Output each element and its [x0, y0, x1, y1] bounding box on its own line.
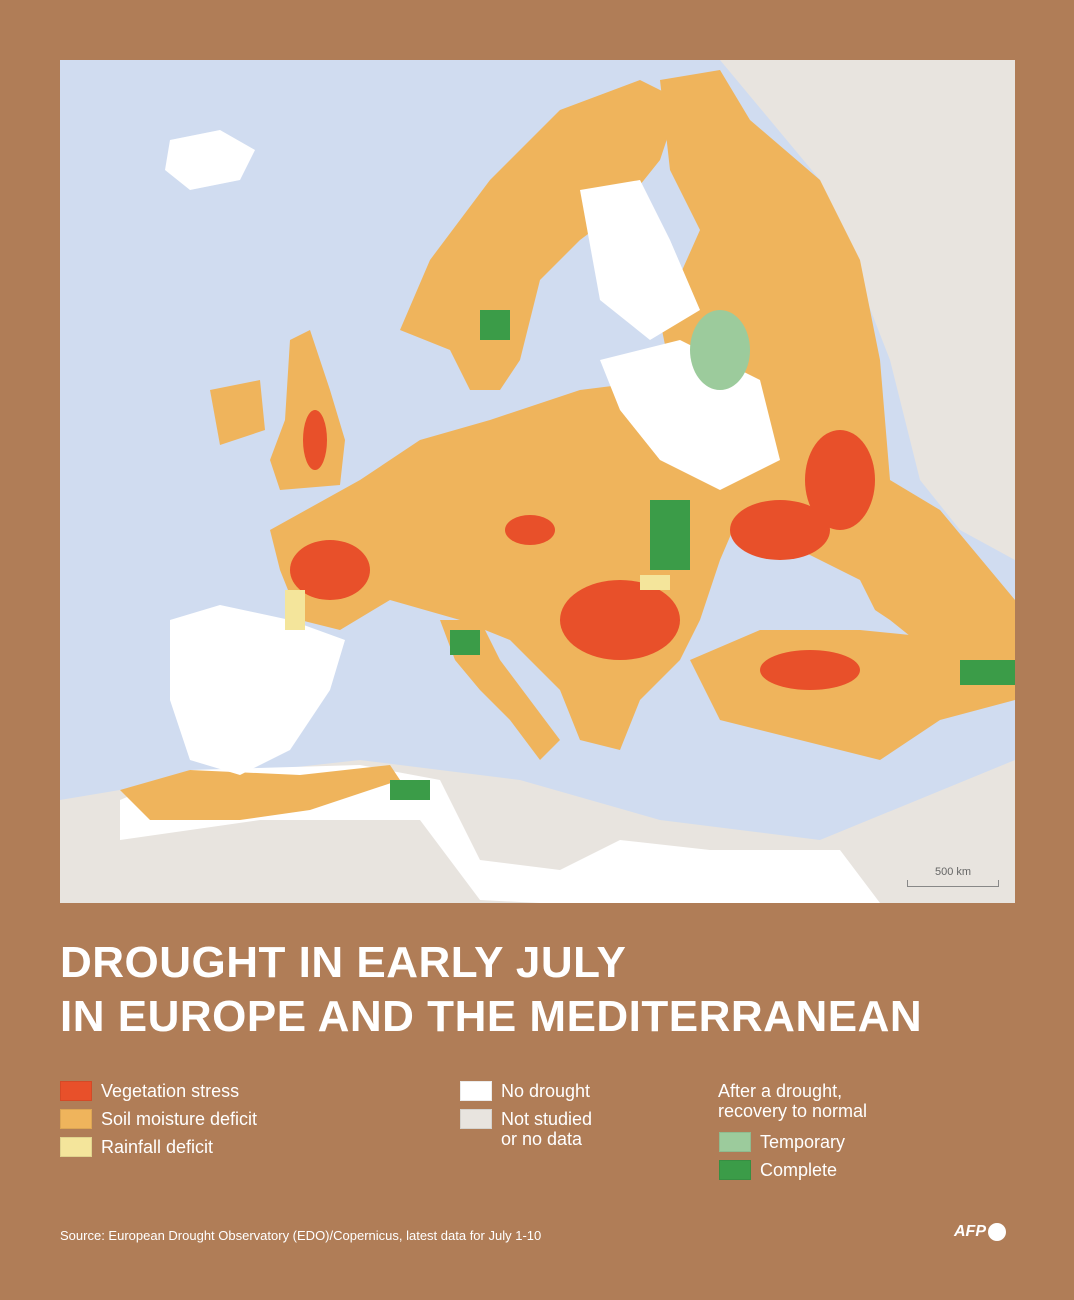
logo-text: AFP [954, 1223, 986, 1240]
east-europe [660, 70, 1015, 680]
iberia [170, 605, 345, 775]
rainfall-deficit-areas [285, 575, 670, 630]
title-line-1: DROUGHT IN EARLY JULY [60, 938, 627, 987]
legend-soil-moisture: Soil moisture deficit [60, 1109, 257, 1129]
title-line-2: IN EUROPE AND THE MEDITERRANEAN [60, 992, 923, 1041]
scale-label: 500 km [934, 866, 972, 878]
legend-label: Complete [760, 1160, 838, 1180]
heading-line: recovery to normal [718, 1101, 868, 1121]
legend-label: Not studied or no data [501, 1109, 592, 1149]
swatch [719, 1160, 751, 1180]
russia-east-land [720, 60, 1015, 560]
swatch [460, 1109, 492, 1129]
logo-dot-icon [988, 1223, 1006, 1241]
vegetation-stress-areas [290, 410, 875, 690]
page-title: DROUGHT IN EARLY JULY IN EUROPE AND THE … [60, 936, 922, 1044]
swatch [60, 1109, 92, 1129]
legend-complete: Complete [719, 1160, 837, 1180]
source-note: Source: European Drought Observatory (ED… [60, 1228, 542, 1243]
legend-vegetation-stress: Vegetation stress [60, 1081, 239, 1101]
map-graphic [60, 60, 1015, 903]
swatch [719, 1132, 751, 1152]
swatch [460, 1081, 492, 1101]
turkey [690, 630, 1015, 760]
north-africa-orange [120, 765, 400, 820]
ireland [210, 380, 265, 445]
legend-label: Vegetation stress [101, 1081, 240, 1101]
legend-label: Soil moisture deficit [101, 1109, 258, 1129]
swatch [60, 1137, 92, 1157]
finland [580, 180, 700, 340]
recovery-heading: After a drought, recovery to normal [718, 1081, 867, 1121]
legend-label-line: or no data [501, 1129, 583, 1149]
legend-label: Temporary [760, 1132, 846, 1152]
black-sea [700, 540, 880, 640]
afp-logo: AFP [954, 1223, 1006, 1241]
iceland [165, 130, 255, 190]
scandinavia [400, 80, 680, 390]
great-britain [270, 330, 345, 490]
complete-recovery-areas [390, 310, 1015, 800]
legend-temporary: Temporary [719, 1132, 845, 1152]
legend-no-drought: No drought [460, 1081, 590, 1101]
legend-label-line: Not studied [501, 1109, 593, 1129]
legend-not-studied: Not studied or no data [460, 1109, 592, 1149]
drought-map: 500 km [60, 60, 1015, 903]
temporary-recovery-areas [690, 310, 750, 390]
swatch [60, 1081, 92, 1101]
legend-rainfall-deficit: Rainfall deficit [60, 1137, 213, 1157]
scale-bar: 500 km [907, 866, 999, 887]
heading-line: After a drought, [718, 1081, 843, 1101]
legend-label: Rainfall deficit [101, 1137, 214, 1157]
legend-label: No drought [501, 1081, 591, 1101]
